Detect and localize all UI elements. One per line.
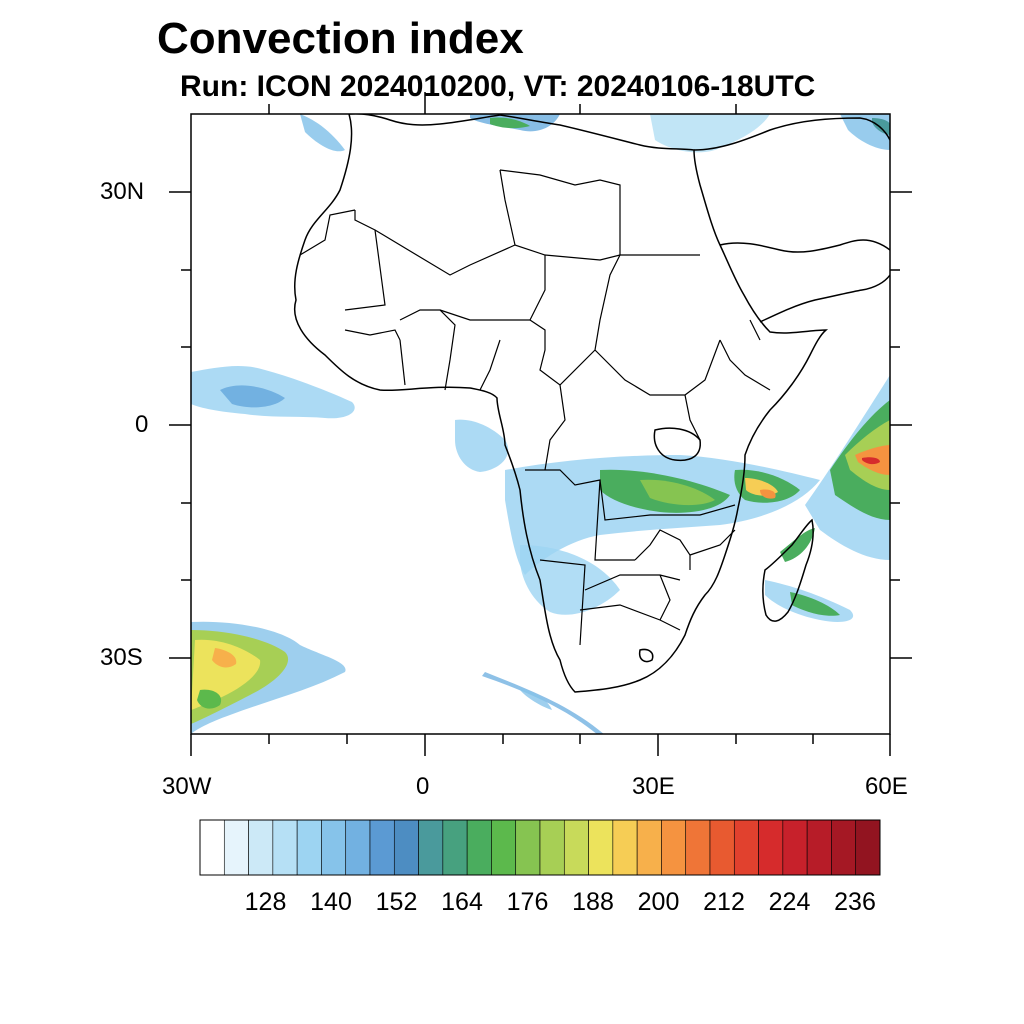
colorbar-swatch [733, 819, 759, 876]
lat-label-30n: 30N [100, 178, 145, 205]
lon-label-30w: 30W [162, 773, 212, 800]
colorbar-swatch [855, 819, 881, 876]
lon-label-30e: 30E [632, 773, 675, 800]
colorbar-swatch [588, 819, 614, 876]
colorbar-swatch [709, 819, 735, 876]
map-frame [190, 113, 891, 735]
coastlines [293, 114, 890, 693]
colorbar-swatch [612, 819, 638, 876]
colorbar-swatch [636, 819, 662, 876]
lon-label-0: 0 [416, 773, 430, 800]
colorbar-label: 188 [572, 888, 614, 916]
colorbar-swatch [539, 819, 565, 876]
colorbar-swatch [296, 819, 322, 876]
colorbar-swatch [345, 819, 371, 876]
colorbar-swatch [272, 819, 298, 876]
convection-field-north [300, 114, 890, 153]
colorbar-label: 200 [637, 888, 680, 916]
colorbar-swatch [442, 819, 468, 876]
colorbar-swatch [806, 819, 832, 876]
colorbar-label: 176 [506, 888, 549, 916]
colorbar-label: 164 [441, 888, 483, 916]
colorbar-swatch [248, 819, 274, 876]
colorbar-swatch [223, 819, 249, 876]
colorbar-swatch [418, 819, 444, 876]
colorbar-swatch [661, 819, 687, 876]
colorbar-swatch [758, 819, 784, 876]
colorbar-label: 224 [768, 888, 811, 916]
convection-field-west-africa-ocean [191, 366, 355, 419]
colorbar-swatch [199, 819, 225, 876]
colorbar-swatch [393, 819, 419, 876]
colorbar-swatch [515, 819, 541, 876]
colorbar-swatch [466, 819, 492, 876]
lon-label-60e: 60E [865, 773, 908, 800]
colorbar-swatch [321, 819, 347, 876]
lat-label-0: 0 [135, 411, 149, 438]
colorbar-frame [199, 819, 881, 876]
colorbar-swatch [782, 819, 808, 876]
colorbar-swatch [685, 819, 711, 876]
colorbar-label: 140 [310, 888, 352, 916]
country-borders [299, 169, 771, 646]
colorbar-label: 212 [703, 888, 745, 916]
convection-field-south-atlantic [191, 621, 346, 734]
colorbar-label: 236 [834, 888, 876, 916]
convection-field-south-streak [482, 672, 604, 734]
convection-field-indian-ocean [765, 375, 890, 622]
colorbar-swatch [831, 819, 857, 876]
run-subtitle: Run: ICON 2024010200, VT: 20240106-18UTC [180, 70, 816, 103]
lat-label-30s: 30S [100, 644, 143, 671]
map-title: Convection index [157, 14, 524, 63]
axis-ticks [169, 92, 912, 756]
colorbar-swatch [369, 819, 395, 876]
colorbar-label: 152 [375, 888, 418, 916]
colorbar-swatch [491, 819, 517, 876]
colorbar-label: 128 [244, 888, 287, 916]
colorbar-swatch [563, 819, 589, 876]
